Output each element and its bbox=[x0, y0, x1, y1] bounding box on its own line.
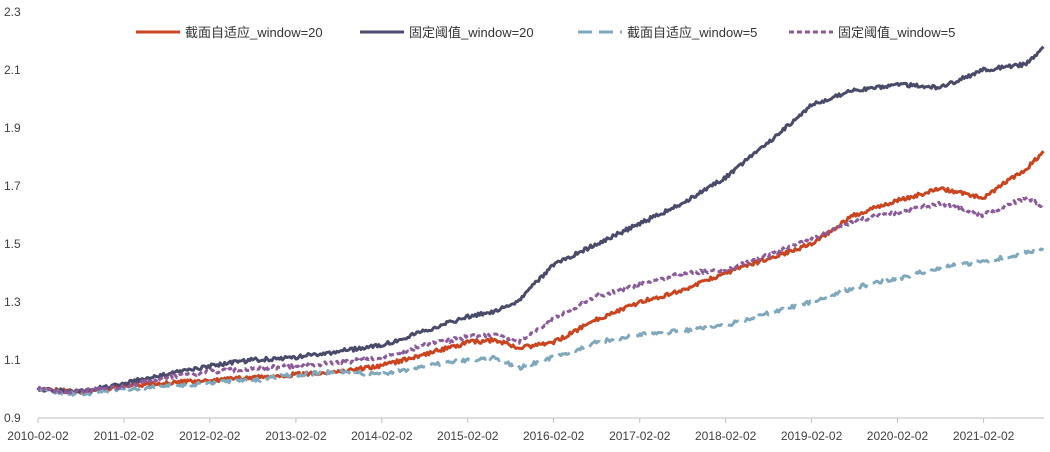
y-tick-label: 1.1 bbox=[4, 353, 21, 367]
legend-label: 截面自适应_window=20 bbox=[185, 25, 323, 40]
y-tick-label: 1.5 bbox=[4, 237, 21, 251]
x-tick-label: 2018-02-02 bbox=[695, 429, 757, 443]
legend-item-2[interactable]: 固定阈值_window=20 bbox=[360, 25, 534, 40]
x-tick-label: 2013-02-02 bbox=[265, 429, 327, 443]
legend[interactable]: 截面自适应_window=20 固定阈值_window=20 截面自适应_windo… bbox=[136, 25, 955, 40]
legend-item-4[interactable]: 固定阈值_window=5 bbox=[789, 25, 955, 40]
y-tick-label: 1.7 bbox=[4, 179, 21, 193]
axes: 0.9 1.1 1.3 1.5 1.7 1.9 2.1 2.3 2010-02-02 2011-0… bbox=[4, 5, 1044, 443]
series-line-3 bbox=[37, 247, 1045, 397]
x-tick-label: 2020-02-02 bbox=[867, 429, 929, 443]
x-tick-label: 2017-02-02 bbox=[609, 429, 671, 443]
y-tick-label: 2.1 bbox=[4, 63, 21, 77]
x-tick-label: 2021-02-02 bbox=[953, 429, 1015, 443]
y-tick-label: 1.3 bbox=[4, 295, 21, 309]
series-line-1 bbox=[36, 150, 1045, 395]
x-tick-label: 2014-02-02 bbox=[351, 429, 413, 443]
legend-label: 固定阈值_window=20 bbox=[409, 25, 534, 40]
x-tick-label: 2016-02-02 bbox=[523, 429, 585, 443]
x-tick-label: 2015-02-02 bbox=[437, 429, 499, 443]
y-tick-label: 1.9 bbox=[4, 121, 21, 135]
x-tick-label: 2011-02-02 bbox=[94, 429, 155, 443]
y-tick-label: 0.9 bbox=[4, 411, 21, 425]
x-tick-label: 2010-02-02 bbox=[7, 429, 69, 443]
y-tick-label: 2.3 bbox=[4, 5, 21, 19]
series-lines bbox=[36, 45, 1045, 397]
series-line-2 bbox=[36, 45, 1045, 395]
legend-label: 截面自适应_window=5 bbox=[627, 25, 757, 40]
legend-label: 固定阈值_window=5 bbox=[838, 25, 955, 40]
x-tick-label: 2012-02-02 bbox=[179, 429, 241, 443]
legend-item-1[interactable]: 截面自适应_window=20 bbox=[136, 25, 323, 40]
x-tick-label: 2019-02-02 bbox=[781, 429, 843, 443]
legend-item-3[interactable]: 截面自适应_window=5 bbox=[578, 25, 757, 40]
series-line-4 bbox=[36, 195, 1045, 395]
